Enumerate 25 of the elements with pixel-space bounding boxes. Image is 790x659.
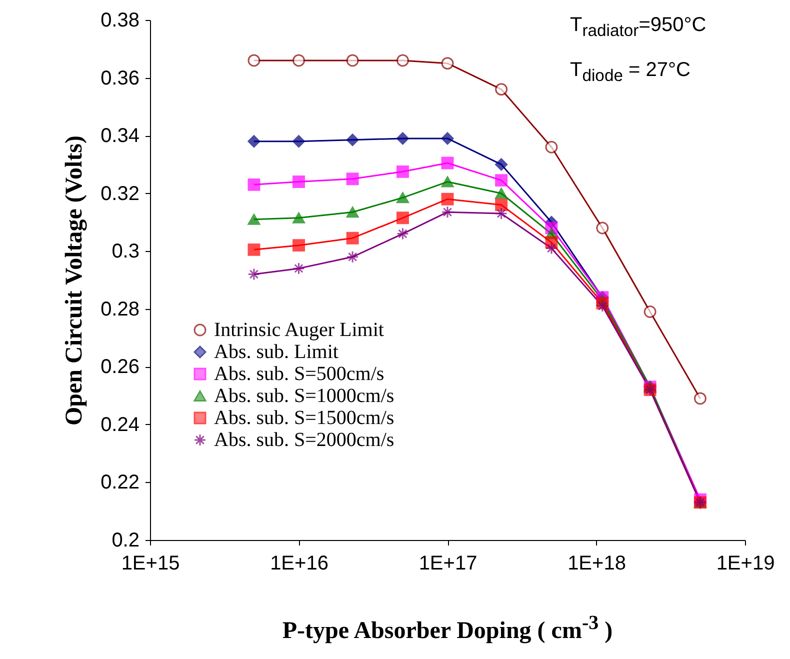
y-tick-label: 0.28: [100, 298, 140, 320]
y-tick-label: 0.22: [100, 472, 140, 494]
legend-label: Abs. sub. S=1500cm/s: [214, 407, 394, 429]
y-tick-label: 0.3: [112, 240, 140, 263]
y-tick-label: 0.36: [100, 67, 140, 90]
y-axis-title: Open Circuit Voltage (Volts): [62, 135, 88, 426]
y-tick-label: 0.34: [100, 125, 140, 148]
annotation: T$_{diode}$ = 27°C: [570, 59, 690, 86]
x-tick-label: 1E+16: [270, 552, 328, 574]
x-tick-label: 1E+19: [716, 552, 775, 574]
y-tick-label: 0.32: [100, 182, 140, 205]
x-axis-title: P-type Absorber Doping ( cm$^{-3}$ ): [281, 612, 614, 645]
legend-label: Abs. sub. Limit: [214, 341, 339, 363]
x-tick-label: 1E+17: [418, 552, 478, 574]
legend-label: Abs. sub. S=1000cm/s: [214, 385, 394, 407]
legend-label: Abs. sub. S=500cm/s: [214, 363, 384, 385]
legend-label: Abs. sub. S=2000cm/s: [214, 429, 394, 451]
x-tick-label: 1E+18: [568, 552, 626, 574]
y-tick-label: 0.38: [100, 10, 140, 32]
y-tick-label: 0.26: [100, 356, 140, 378]
annotation: T$_{radiator}$=950°C: [570, 14, 706, 41]
y-tick-label: 0.24: [100, 414, 140, 436]
y-tick-label: 0.2: [112, 530, 140, 552]
legend-label: Intrinsic Auger Limit: [214, 319, 384, 341]
x-tick-label: 1E+15: [121, 552, 180, 574]
